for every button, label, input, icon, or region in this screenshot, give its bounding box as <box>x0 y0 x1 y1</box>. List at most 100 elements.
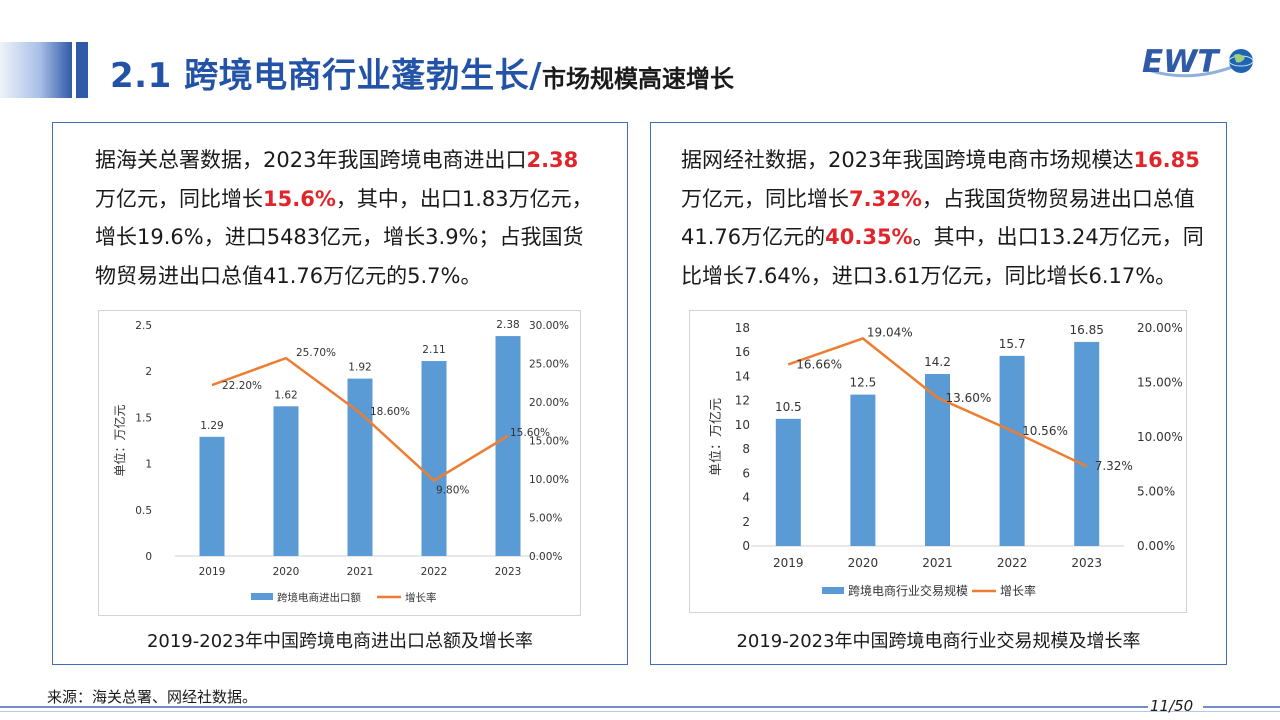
line-data-label: 7.32% <box>1095 459 1133 473</box>
line-data-label: 18.60% <box>370 406 410 418</box>
footer-divider-right <box>1203 706 1280 708</box>
text-segment: ，其中，出口1.83万亿元，增长19.6%，进口5483亿元，增长3.9%；占我… <box>95 186 593 288</box>
header-accent-bar <box>76 42 88 98</box>
y2-tick-label: 20.00% <box>1137 321 1183 335</box>
x-tick-label: 2020 <box>273 566 300 578</box>
legend-swatch-bar <box>822 587 844 594</box>
x-tick-label: 2023 <box>1071 556 1102 570</box>
text-segment: 据网经社数据，2023年我国跨境电商市场规模达 <box>681 148 1134 172</box>
line-data-label: 16.66% <box>796 357 842 371</box>
chart-left-caption: 2019-2023年中国跨境电商进出口总额及增长率 <box>146 631 534 652</box>
y-tick-label: 0.5 <box>135 505 152 517</box>
y-tick-label: 10 <box>735 418 750 432</box>
y-tick-label: 14 <box>735 369 750 383</box>
text-segment: 万亿元，同比增长 <box>95 186 263 211</box>
panel-right: 据网经社数据，2023年我国跨境电商市场规模达16.85万亿元，同比增长7.32… <box>650 122 1227 665</box>
y-tick-label: 2 <box>742 515 750 529</box>
bar-data-label: 2.11 <box>422 344 445 356</box>
y2-tick-label: 0.00% <box>529 551 562 563</box>
bar-data-label: 1.92 <box>348 362 371 374</box>
y-tick-label: 6 <box>742 466 750 480</box>
x-tick-label: 2021 <box>922 556 953 570</box>
page-title: 2.1 跨境电商行业蓬勃生长/市场规模高速增长 <box>110 48 734 97</box>
y-tick-label: 16 <box>735 345 750 359</box>
chart-right-svg: 0 2 4 6 8 10 12 14 16 18 0.00% 5.00% 10.00% 15.00% 20.… <box>709 321 1183 598</box>
bar <box>1074 341 1100 546</box>
bar-data-label: 1.29 <box>200 420 223 432</box>
y2-tick-label: 5.00% <box>1137 485 1175 499</box>
text-segment: ，占我国货物贸易进出口总值41.76万亿元的 <box>681 186 1195 250</box>
x-tick-label: 2022 <box>997 556 1028 570</box>
y-tick-label: 12 <box>735 394 750 408</box>
highlight-value: 7.32% <box>849 186 922 211</box>
x-tick-label: 2019 <box>773 556 804 570</box>
y2-tick-label: 10.00% <box>1137 430 1183 444</box>
y-tick-label: 2.5 <box>135 320 152 332</box>
line-data-label: 10.56% <box>1022 424 1068 438</box>
x-tick-label: 2023 <box>495 566 522 578</box>
bar-data-label: 1.62 <box>274 389 297 401</box>
panel-left-text: 据海关总署数据，2023年我国跨境电商进出口2.38 万亿元，同比增长15.6%，… <box>95 141 595 295</box>
line-data-label: 22.20% <box>222 380 262 392</box>
legend-label: 跨境电商进出口额 <box>277 591 361 604</box>
footer-divider <box>0 706 1148 708</box>
line-data-label: 19.04% <box>867 325 913 339</box>
logo-text: EWT <box>1142 44 1221 80</box>
y-axis-title: 单位：万亿元 <box>709 398 724 476</box>
bar-data-label: 14.2 <box>924 355 951 369</box>
y-tick-label: 0 <box>742 539 750 553</box>
y2-tick-label: 10.00% <box>529 474 569 486</box>
highlight-value: 2.38 <box>526 148 579 172</box>
y-tick-label: 2 <box>145 366 152 378</box>
y-tick-label: 1 <box>145 459 152 471</box>
panel-right-text: 据网经社数据，2023年我国跨境电商市场规模达16.85 万亿元，同比增长7.32… <box>681 141 1211 295</box>
bar-data-label: 12.5 <box>850 376 877 390</box>
bar <box>273 406 299 556</box>
y2-tick-label: 15.00% <box>1137 376 1183 390</box>
page-number: 11/50 <box>1150 697 1194 715</box>
y-tick-label: 1.5 <box>135 412 152 424</box>
growth-rate-line <box>787 337 1088 468</box>
line-data-label: 9.80% <box>436 485 469 497</box>
text-segment: 。其中，出口13.24万亿元，同比增长7.64%，进口3.61万亿元，同比增长6… <box>681 225 1204 288</box>
x-tick-label: 2019 <box>199 566 226 578</box>
y2-tick-label: 5.00% <box>529 513 562 525</box>
legend-swatch-bar <box>251 593 273 600</box>
y-tick-label: 4 <box>742 491 750 505</box>
x-tick-label: 2021 <box>347 566 374 578</box>
y2-tick-label: 20.00% <box>529 397 569 409</box>
line-data-label: 13.60% <box>946 391 992 405</box>
line-data-label: 15.60% <box>510 427 550 439</box>
bar-data-label: 15.7 <box>999 337 1026 351</box>
y2-tick-label: 0.00% <box>1137 539 1175 553</box>
bar-data-label: 2.38 <box>496 319 519 331</box>
legend-label: 增长率 <box>405 591 437 604</box>
page-title-main: 2.1 跨境电商行业蓬勃生长/ <box>110 56 542 96</box>
y2-tick-label: 30.00% <box>529 320 569 332</box>
bar-data-label: 16.85 <box>1070 323 1104 337</box>
y-axis-title: 单位：万亿元 <box>112 404 127 476</box>
bar <box>495 336 521 556</box>
chart-right: 0 2 4 6 8 10 12 14 16 18 0.00% 5.00% 10.00% 15.00% 20.… <box>689 310 1187 613</box>
page-title-sub: 市场规模高速增长 <box>542 65 734 93</box>
footer-underline <box>0 711 1280 712</box>
growth-rate-line <box>211 356 509 483</box>
y2-tick-label: 25.00% <box>529 359 569 371</box>
text-segment: 万亿元，同比增长 <box>681 186 849 211</box>
chart-left: 0 0.5 1 1.5 2 2.5 0.00% 5.00% 10.00% 15.00% 20.00%… <box>98 310 581 616</box>
bar <box>421 361 447 556</box>
bar <box>199 436 225 556</box>
highlight-value: 15.6% <box>263 186 336 211</box>
source-note: 来源：海关总署、网经社数据。 <box>47 688 258 706</box>
chart-right-caption: 2019-2023年中国跨境电商行业交易规模及增长率 <box>736 631 1141 652</box>
ewt-logo: EWT <box>1142 44 1254 80</box>
x-tick-label: 2022 <box>421 566 448 578</box>
line-data-label: 25.70% <box>296 347 336 359</box>
bar-data-label: 10.5 <box>775 400 802 414</box>
header-accent-band <box>0 42 72 98</box>
text-segment: 据海关总署数据，2023年我国跨境电商进出口 <box>95 148 527 172</box>
y2-tick-label: 15.00% <box>529 436 569 448</box>
bar <box>999 355 1025 546</box>
bar <box>775 418 801 546</box>
legend-label: 跨境电商行业交易规模 <box>848 583 968 598</box>
